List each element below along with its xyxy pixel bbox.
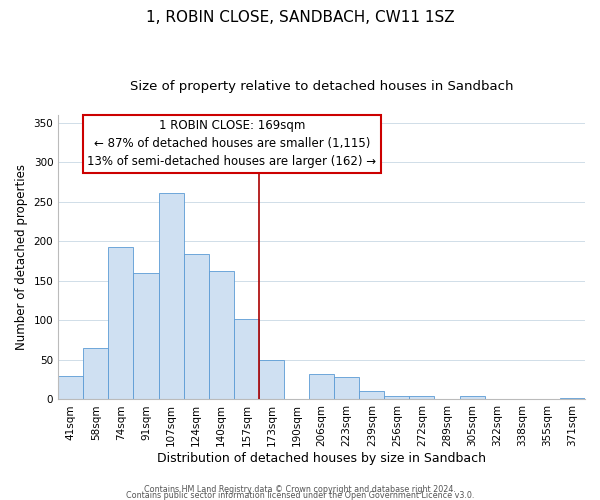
Bar [158, 193, 184, 400]
Bar [58, 376, 83, 400]
Bar [184, 254, 209, 400]
Bar [334, 376, 359, 400]
Bar [259, 360, 284, 400]
Bar [109, 247, 133, 400]
Bar [409, 396, 434, 400]
Bar [359, 391, 385, 400]
X-axis label: Distribution of detached houses by size in Sandbach: Distribution of detached houses by size … [157, 452, 486, 465]
Bar [83, 348, 109, 400]
Bar [385, 396, 409, 400]
Bar [460, 396, 485, 400]
Text: 1, ROBIN CLOSE, SANDBACH, CW11 1SZ: 1, ROBIN CLOSE, SANDBACH, CW11 1SZ [146, 10, 454, 25]
Bar [309, 374, 334, 400]
Text: 1 ROBIN CLOSE: 169sqm
← 87% of detached houses are smaller (1,115)
13% of semi-d: 1 ROBIN CLOSE: 169sqm ← 87% of detached … [88, 120, 377, 168]
Bar [133, 273, 158, 400]
Bar [234, 319, 259, 400]
Bar [209, 270, 234, 400]
Bar [560, 398, 585, 400]
Y-axis label: Number of detached properties: Number of detached properties [15, 164, 28, 350]
Title: Size of property relative to detached houses in Sandbach: Size of property relative to detached ho… [130, 80, 514, 93]
Text: Contains HM Land Registry data © Crown copyright and database right 2024.: Contains HM Land Registry data © Crown c… [144, 484, 456, 494]
Text: Contains public sector information licensed under the Open Government Licence v3: Contains public sector information licen… [126, 490, 474, 500]
